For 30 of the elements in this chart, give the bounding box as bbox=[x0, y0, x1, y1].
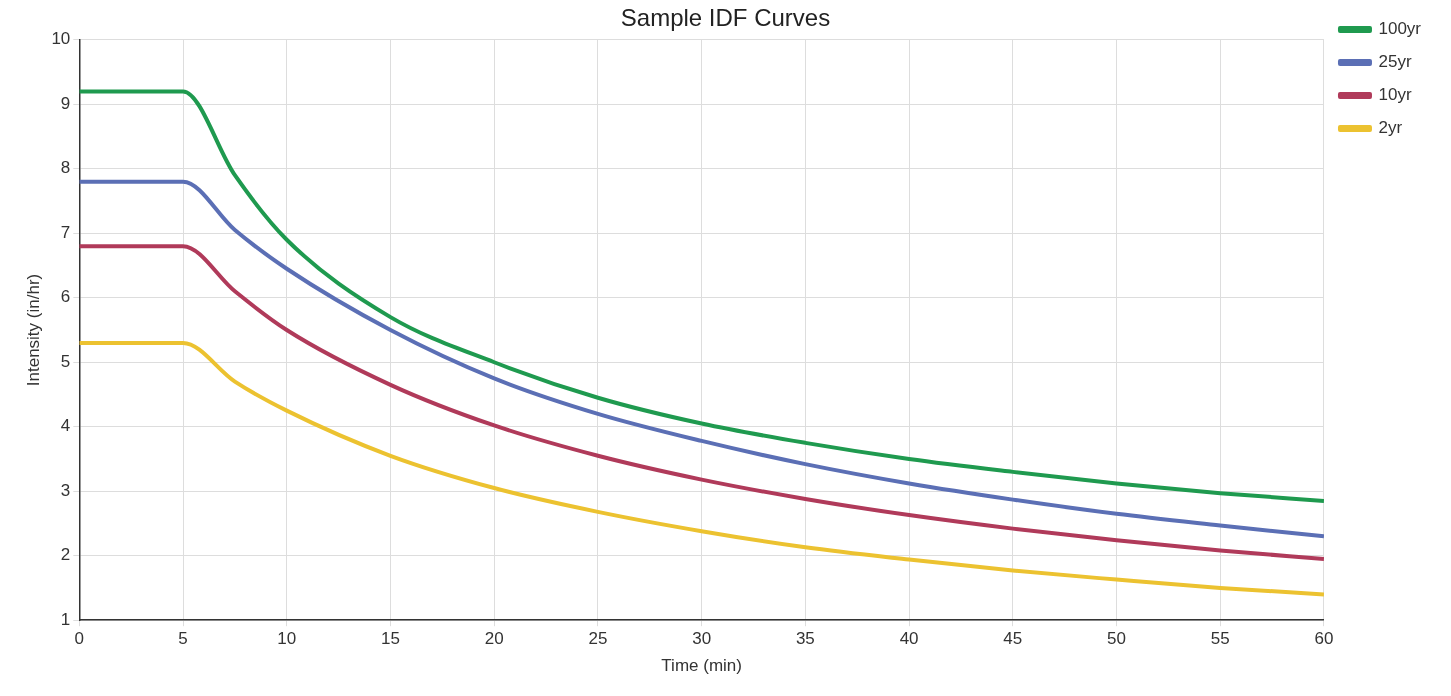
legend-label: 25yr bbox=[1378, 52, 1412, 72]
x-tick-label: 50 bbox=[1107, 629, 1126, 649]
x-tick-label: 25 bbox=[588, 629, 608, 649]
y-tick-label: 6 bbox=[60, 287, 71, 307]
y-tick-label: 2 bbox=[60, 545, 71, 565]
x-tick-label: 0 bbox=[74, 629, 85, 649]
y-tick-label: 10 bbox=[51, 29, 71, 49]
x-tick-label: 55 bbox=[1210, 629, 1230, 649]
x-tick-label: 5 bbox=[178, 629, 188, 649]
y-tick-label: 9 bbox=[60, 93, 71, 113]
y-tick-label: 4 bbox=[60, 416, 71, 436]
x-tick-label: 35 bbox=[795, 629, 815, 649]
x-tick-label: 45 bbox=[1003, 629, 1023, 649]
y-tick-label: 1 bbox=[60, 609, 71, 629]
x-axis-title: Time (min) bbox=[661, 656, 742, 676]
y-tick-label: 8 bbox=[60, 158, 71, 178]
legend-label: 10yr bbox=[1378, 85, 1412, 105]
x-tick-label: 40 bbox=[899, 629, 919, 649]
x-tick-label: 15 bbox=[381, 629, 400, 649]
legend-label: 100yr bbox=[1378, 19, 1422, 39]
y-tick-label: 3 bbox=[60, 480, 71, 500]
x-tick-label: 10 bbox=[277, 629, 297, 649]
legend-label: 2yr bbox=[1378, 118, 1403, 138]
x-tick-label: 60 bbox=[1314, 629, 1334, 649]
x-tick-label: 20 bbox=[484, 629, 504, 649]
y-tick-label: 7 bbox=[60, 222, 71, 242]
x-tick-label: 30 bbox=[692, 629, 712, 649]
y-tick-label: 5 bbox=[60, 351, 71, 371]
y-axis-title: Intensity (in/hr) bbox=[23, 273, 43, 387]
chart-title: Sample IDF Curves bbox=[620, 4, 831, 32]
